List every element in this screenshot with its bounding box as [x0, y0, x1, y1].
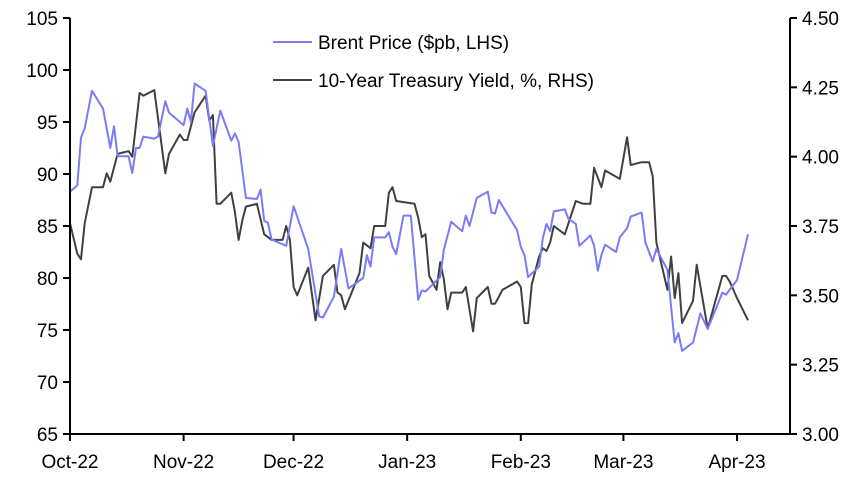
x-tick-label: Jan-23 [378, 452, 436, 473]
y-tick-label: 105 [26, 9, 58, 30]
y-tick-label: 100 [26, 61, 58, 82]
series-line-brent [69, 82, 749, 352]
y2-tick-label: 3.75 [802, 217, 839, 238]
legend: Brent Price ($pb, LHS) 10-Year Treasury … [273, 33, 594, 92]
x-tick-label: Mar-23 [593, 452, 653, 473]
x-tick-label: Oct-22 [41, 452, 98, 473]
y-tick-label: 95 [37, 113, 58, 134]
y-tick-label: 75 [37, 321, 58, 342]
y-tick-label: 80 [37, 269, 58, 290]
legend-label-treasury: 10-Year Treasury Yield, %, RHS) [318, 71, 594, 92]
y-tick-label: 70 [37, 373, 58, 394]
x-tick-label: Feb-23 [491, 452, 551, 473]
y2-tick-label: 4.50 [802, 9, 839, 30]
y2-tick-label: 3.00 [802, 425, 839, 446]
y2-tick-label: 3.25 [802, 356, 839, 377]
x-tick-label: Apr-23 [709, 452, 766, 473]
y-tick-label: 65 [37, 425, 58, 446]
legend-label-brent: Brent Price ($pb, LHS) [318, 33, 509, 54]
y2-tick-label: 3.50 [802, 286, 839, 307]
x-tick-label: Dec-22 [263, 452, 324, 473]
series-line-treasury [69, 89, 749, 333]
y2-tick-label: 4.00 [802, 148, 839, 169]
y-tick-label: 90 [37, 165, 58, 186]
y-tick-label: 85 [37, 217, 58, 238]
y2-tick-label: 4.25 [802, 78, 839, 99]
x-tick-label: Nov-22 [153, 452, 214, 473]
